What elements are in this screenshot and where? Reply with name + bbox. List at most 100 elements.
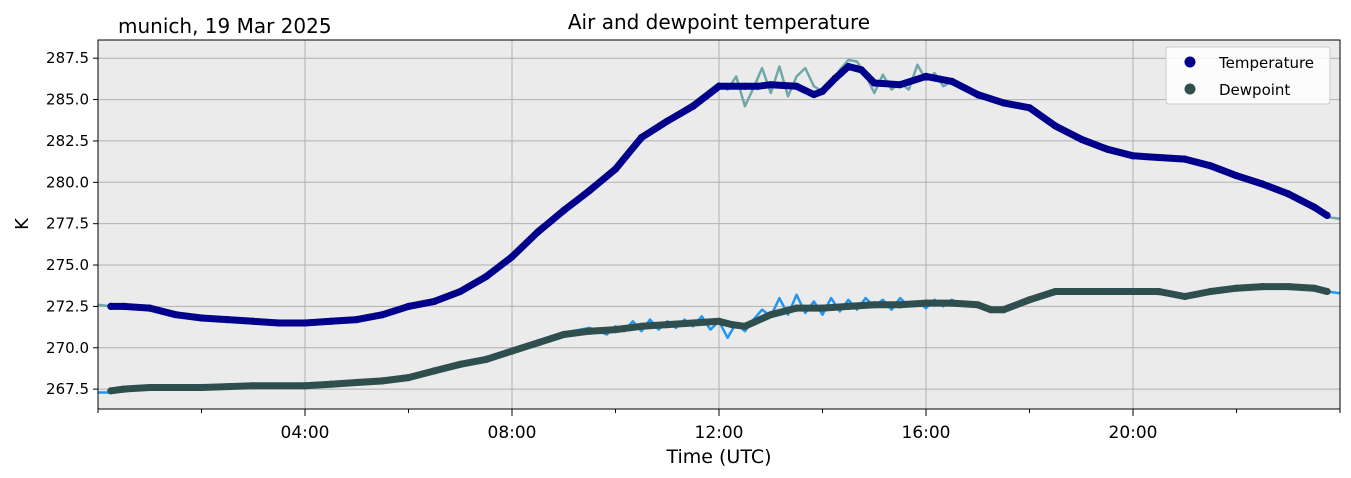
series-point-dewpoint [120,385,128,393]
y-tick-label: 280.0 [46,173,89,191]
legend: Temperature Dewpoint [1165,46,1331,105]
x-tick-label: 20:00 [1109,423,1158,443]
series-point-dewpoint [456,360,464,368]
series-point-temperature [767,81,775,89]
series-point-temperature [1077,135,1085,143]
x-tick-label: 04:00 [281,423,330,443]
series-point-dewpoint [1025,296,1034,304]
series-point-dewpoint [404,374,413,382]
series-point-dewpoint [715,317,723,325]
series-point-dewpoint [379,377,387,385]
series-point-dewpoint [249,382,257,390]
series-point-dewpoint [1232,284,1241,292]
x-tick-label: 08:00 [488,423,537,443]
series-point-temperature [818,87,827,95]
series-point-dewpoint [870,301,878,309]
series-point-temperature [1025,104,1034,112]
series-point-temperature [974,91,982,99]
series-point-temperature [327,317,335,325]
series-point-temperature [404,302,413,310]
series-point-temperature [353,316,361,324]
series-point-temperature [430,297,438,305]
series-point-temperature [663,117,671,125]
series-point-dewpoint [560,330,568,339]
series-point-temperature [1103,145,1111,153]
series-point-temperature [741,82,749,90]
location-date-label: munich, 19 Mar 2025 [118,14,332,38]
series-point-temperature [948,77,956,85]
y-axis-label: K [12,217,33,230]
series-point-dewpoint [1129,287,1137,296]
series-point-dewpoint [741,322,749,330]
series-point-dewpoint [1000,306,1008,314]
series-point-dewpoint [637,322,646,330]
series-point-temperature [1284,190,1292,198]
series-point-temperature [611,165,620,173]
x-tick-label: 12:00 [695,423,744,443]
series-point-temperature [379,311,387,319]
x-axis-ticks: 04:00 08:00 12:00 16:00 20:00 [97,409,1341,443]
series-point-temperature [1323,211,1331,219]
series-point-dewpoint [146,383,154,392]
series-point-dewpoint [793,304,801,312]
y-tick-label: 287.5 [46,49,89,67]
series-point-dewpoint [1323,287,1331,296]
series-point-dewpoint [534,339,542,347]
series-point-temperature [1155,153,1163,162]
series-point-dewpoint [948,299,956,307]
series-point-temperature [107,302,115,310]
legend-dewpoint-marker [1184,83,1196,95]
series-point-temperature [922,72,930,80]
series-point-dewpoint [327,380,335,388]
series-point-temperature [896,81,904,89]
series-point-temperature [831,74,840,82]
series-point-temperature [146,304,154,312]
series-point-dewpoint [1181,292,1189,301]
series-point-temperature [172,311,180,319]
series-point-dewpoint [896,301,904,309]
series-point-temperature [689,102,697,110]
series-line-dewpoint [107,283,1331,395]
series-point-temperature [456,287,464,296]
y-tick-label: 270.0 [46,339,89,357]
series-point-temperature [1000,99,1008,107]
series-point-temperature [223,316,231,324]
data-traces [97,58,1341,395]
series-point-temperature [1129,152,1137,160]
series-point-temperature [586,187,594,195]
series-point-dewpoint [1077,287,1085,296]
series-point-dewpoint [353,378,361,387]
series-point-dewpoint [1258,283,1266,291]
series-point-temperature [844,62,853,71]
series-point-temperature [197,314,206,322]
series-point-temperature [560,206,568,214]
series-point-temperature [301,319,309,327]
series-point-dewpoint [1051,287,1059,296]
series-point-dewpoint [663,321,671,329]
series-point-temperature [637,134,646,142]
series-point-dewpoint [1284,283,1292,291]
series-point-dewpoint [987,306,995,314]
series-point-temperature [857,66,865,74]
series-point-temperature [1258,180,1266,188]
series-point-dewpoint [818,304,827,312]
series-point-temperature [1207,162,1215,170]
series-point-temperature [754,82,762,90]
legend-temperature-marker [1184,56,1196,68]
y-tick-label: 272.5 [46,297,89,315]
legend-dewpoint-label: Dewpoint [1219,81,1290,99]
series-point-dewpoint [728,321,736,329]
legend-box [1165,46,1331,105]
series-point-dewpoint [1207,287,1215,296]
series-point-dewpoint [767,311,775,319]
series-point-dewpoint [922,299,930,307]
series-point-dewpoint [844,302,853,310]
series-point-dewpoint [107,387,115,395]
y-tick-label: 285.0 [46,91,89,109]
series-point-temperature [1181,155,1189,163]
series-point-dewpoint [430,367,438,375]
series-point-temperature [1310,203,1318,211]
x-axis-label: Time (UTC) [665,446,771,468]
series-point-dewpoint [1103,287,1111,296]
